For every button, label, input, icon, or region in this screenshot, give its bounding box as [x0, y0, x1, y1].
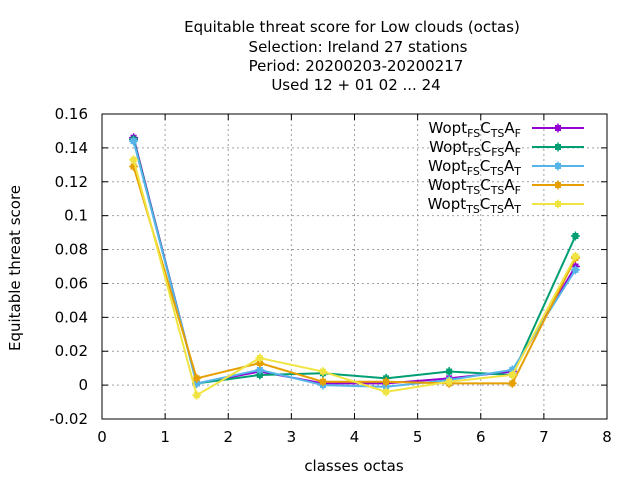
data-point	[129, 155, 139, 165]
chart-subtitle-used: Used 12 + 01 02 ... 24	[271, 76, 440, 94]
legend-marker-3	[553, 161, 563, 171]
chart-subtitle-period: Period: 20200203-20200217	[249, 57, 464, 75]
legend-subscript: FS	[468, 146, 481, 159]
y-tick-label: 0.14	[55, 139, 88, 157]
x-tick-label: 8	[602, 428, 612, 446]
legend-text-part: A	[504, 138, 515, 156]
legend-subscript: FS	[491, 146, 504, 159]
x-tick-label: 6	[476, 428, 486, 446]
legend-marker-1	[553, 123, 563, 133]
legend-label-3: WoptFSCTSAT	[428, 157, 521, 178]
legend-text-part: A	[504, 119, 515, 137]
legend: WoptFSCTSAFWoptFSCFSAFWoptFSCTSATWoptTSC…	[428, 119, 584, 216]
y-tick-label: 0.16	[55, 105, 88, 123]
legend-text-part: C	[480, 157, 490, 175]
legend-subscript: TS	[466, 184, 481, 197]
y-tick-label: 0.08	[55, 241, 88, 259]
y-tick-label: 0.06	[55, 274, 88, 292]
chart-title: Equitable threat score for Low clouds (o…	[184, 18, 520, 36]
series	[129, 133, 580, 400]
grid	[102, 114, 607, 419]
legend-subscript: FS	[467, 165, 480, 178]
data-point	[444, 367, 454, 377]
x-tick-label: 3	[287, 428, 297, 446]
legend-text-part: Wopt	[429, 138, 468, 156]
x-tick-label: 5	[413, 428, 423, 446]
legend-text-part: C	[481, 138, 491, 156]
legend-subscript: TS	[490, 127, 505, 140]
tick-labels: 0 1 2 3 4 5 6 7 8 -0.02 0 0.02 0.04 0.06 0.08 0.1 0.12 0.…	[49, 105, 612, 446]
legend-text-part: Wopt	[428, 157, 467, 175]
data-point	[570, 265, 580, 275]
legend-subscript: F	[515, 184, 521, 197]
x-tick-label: 0	[97, 428, 107, 446]
data-point	[318, 377, 328, 387]
data-point	[381, 387, 391, 397]
data-point	[507, 370, 517, 380]
data-point	[444, 377, 454, 387]
y-tick-label: 0	[78, 376, 88, 394]
x-tick-label: 1	[160, 428, 170, 446]
x-axis-label: classes octas	[304, 457, 404, 475]
data-point	[129, 136, 139, 146]
legend-subscript: FS	[467, 127, 480, 140]
legend-subscript: TS	[465, 203, 480, 216]
legend-subscript: TS	[490, 184, 505, 197]
data-point	[570, 251, 580, 261]
legend-subscript: T	[513, 203, 521, 216]
legend-subscript: F	[515, 127, 521, 140]
y-tick-label: 0.04	[55, 308, 88, 326]
x-tick-label: 7	[539, 428, 549, 446]
legend-subscript: TS	[489, 165, 504, 178]
chart-subtitle-selection: Selection: Ireland 27 stations	[249, 38, 468, 56]
y-tick-label: 0.1	[64, 207, 88, 225]
data-point	[570, 231, 580, 241]
legend-text-part: A	[504, 176, 515, 194]
legend-label-4: WoptTSCTSAF	[428, 176, 521, 197]
legend-text-part: A	[504, 195, 515, 213]
series-line-3	[132, 140, 577, 388]
legend-text-part: A	[504, 157, 515, 175]
axes	[101, 113, 608, 420]
legend-text-part: C	[480, 176, 490, 194]
legend-text-part: Wopt	[429, 119, 468, 137]
y-tick-label: 0.12	[55, 173, 88, 191]
legend-text-part: Wopt	[428, 195, 467, 213]
data-point	[381, 377, 391, 387]
data-point	[318, 367, 328, 377]
legend-subscript: TS	[489, 203, 504, 216]
chart-title-group: Equitable threat score for Low clouds (o…	[184, 18, 520, 94]
legend-subscript: F	[515, 146, 521, 159]
legend-label-2: WoptFSCFSAF	[429, 138, 521, 159]
legend-text-part: C	[480, 195, 490, 213]
y-tick-label: 0.02	[55, 342, 88, 360]
data-point	[192, 390, 202, 400]
legend-subscript: T	[513, 165, 521, 178]
data-point	[255, 353, 265, 363]
data-point	[507, 378, 517, 388]
y-tick-label: -0.02	[49, 410, 88, 428]
series-line-5	[132, 159, 577, 397]
legend-text-part: C	[480, 119, 490, 137]
x-tick-label: 4	[350, 428, 360, 446]
data-point	[192, 373, 202, 383]
legend-label-1: WoptFSCTSAF	[429, 119, 521, 140]
y-axis-label: Equitable threat score	[6, 185, 24, 351]
x-tick-label: 2	[223, 428, 233, 446]
legend-marker-4	[553, 180, 563, 190]
legend-marker-5	[553, 199, 563, 209]
legend-label-5: WoptTSCTSAT	[428, 195, 522, 216]
legend-text-part: Wopt	[428, 176, 467, 194]
legend-marker-2	[553, 142, 563, 152]
